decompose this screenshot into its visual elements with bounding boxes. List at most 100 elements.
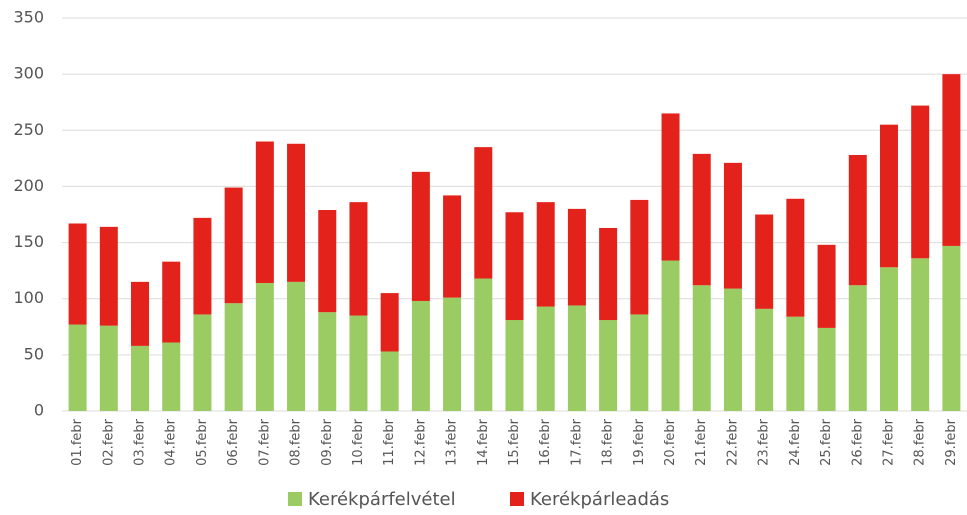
bar-segment bbox=[506, 212, 524, 320]
y-tick-label: 250 bbox=[13, 120, 44, 139]
bar-segment bbox=[287, 282, 305, 411]
y-tick-label: 350 bbox=[13, 8, 44, 27]
bar-segment bbox=[349, 316, 367, 411]
x-tick-label: 16.febr bbox=[538, 418, 553, 466]
bar-segment bbox=[849, 285, 867, 411]
x-tick-label: 15.febr bbox=[507, 418, 522, 466]
bar-segment bbox=[942, 246, 960, 411]
bar-segment bbox=[630, 314, 648, 411]
y-tick-label: 50 bbox=[24, 344, 44, 363]
bar-segment bbox=[162, 262, 180, 343]
bar-segment bbox=[474, 147, 492, 278]
bar-segment bbox=[162, 343, 180, 411]
bar-segment bbox=[786, 199, 804, 317]
bar-segment bbox=[443, 298, 461, 411]
x-tick-label: 18.febr bbox=[601, 418, 616, 466]
bar-segment bbox=[193, 314, 211, 411]
x-tick-label: 01.febr bbox=[70, 418, 85, 466]
x-tick-label: 21.febr bbox=[694, 418, 709, 466]
x-tick-label: 29.febr bbox=[944, 418, 959, 466]
bar-segment bbox=[818, 328, 836, 411]
y-tick-label: 0 bbox=[34, 401, 44, 420]
x-tick-label: 08.febr bbox=[289, 418, 304, 466]
x-tick-label: 20.febr bbox=[663, 418, 678, 466]
x-tick-label: 02.febr bbox=[101, 418, 116, 466]
x-tick-label: 26.febr bbox=[850, 418, 865, 466]
bar-segment bbox=[662, 113, 680, 260]
bar-segment bbox=[724, 163, 742, 289]
x-tick-label: 23.febr bbox=[757, 418, 772, 466]
y-tick-label: 300 bbox=[13, 64, 44, 83]
bar-segment bbox=[755, 215, 773, 309]
bar-segment bbox=[755, 309, 773, 411]
bar-segment bbox=[786, 317, 804, 411]
bar-segment bbox=[131, 282, 149, 346]
x-tick-label: 06.febr bbox=[226, 418, 241, 466]
bar-segment bbox=[599, 320, 617, 411]
bar-segment bbox=[256, 283, 274, 411]
bar-segment bbox=[693, 285, 711, 411]
bar-segment bbox=[568, 305, 586, 411]
legend-label: Kerékpárfelvétel bbox=[308, 489, 456, 510]
bar-segment bbox=[537, 307, 555, 411]
legend-swatch bbox=[288, 492, 302, 506]
bar-segment bbox=[724, 289, 742, 411]
x-tick-label: 24.febr bbox=[788, 418, 803, 466]
x-tick-label: 05.febr bbox=[195, 418, 210, 466]
bar-segment bbox=[69, 223, 87, 324]
x-tick-label: 22.febr bbox=[725, 418, 740, 466]
bar-segment bbox=[318, 312, 336, 411]
bar-segment bbox=[256, 142, 274, 283]
bar-segment bbox=[880, 125, 898, 268]
bar-segment bbox=[662, 261, 680, 411]
bar-segment bbox=[225, 303, 243, 411]
x-tick-label: 12.febr bbox=[413, 418, 428, 466]
x-tick-label: 13.febr bbox=[445, 418, 460, 466]
bar-segment bbox=[537, 202, 555, 306]
x-tick-label: 19.febr bbox=[632, 418, 647, 466]
bar-segment bbox=[318, 210, 336, 312]
bar-segment bbox=[880, 267, 898, 411]
x-tick-label: 14.febr bbox=[476, 418, 491, 466]
chart: 0 50 100 150 200 250 300 350 01.febr 02.febr 03.fe… bbox=[0, 0, 967, 515]
bar-segment bbox=[69, 325, 87, 411]
bar-segment bbox=[349, 202, 367, 315]
bar-segment bbox=[100, 326, 118, 411]
bar-segment bbox=[443, 195, 461, 297]
x-tick-label: 09.febr bbox=[320, 418, 335, 466]
bar-segment bbox=[506, 320, 524, 411]
bar-segment bbox=[225, 188, 243, 304]
bar-segment bbox=[568, 209, 586, 306]
legend-label: Kerékpárleadás bbox=[530, 489, 669, 510]
bar-segment bbox=[818, 245, 836, 328]
bar-segment bbox=[942, 74, 960, 246]
x-tick-label: 03.febr bbox=[133, 418, 148, 466]
x-tick-label: 27.febr bbox=[881, 418, 896, 466]
bar-segment bbox=[412, 172, 430, 301]
x-tick-label: 11.febr bbox=[382, 418, 397, 466]
bar-segment bbox=[849, 155, 867, 285]
bar-segment bbox=[287, 144, 305, 282]
x-tick-label: 25.febr bbox=[819, 418, 834, 466]
bar-segment bbox=[693, 154, 711, 285]
x-tick-label: 28.febr bbox=[913, 418, 928, 466]
bar-segment bbox=[630, 200, 648, 315]
y-tick-label: 150 bbox=[13, 232, 44, 251]
y-tick-label: 200 bbox=[13, 176, 44, 195]
x-tick-label: 17.febr bbox=[569, 418, 584, 466]
bar-segment bbox=[911, 106, 929, 259]
x-tick-label: 07.febr bbox=[257, 418, 272, 466]
bar-segment bbox=[911, 258, 929, 411]
legend-swatch bbox=[510, 492, 524, 506]
x-tick-label: 04.febr bbox=[164, 418, 179, 466]
bar-segment bbox=[474, 279, 492, 411]
bar-segment bbox=[381, 351, 399, 411]
bar-segment bbox=[100, 227, 118, 326]
bar-segment bbox=[412, 301, 430, 411]
bar-segment bbox=[193, 218, 211, 315]
y-tick-label: 100 bbox=[13, 288, 44, 307]
bar-segment bbox=[131, 346, 149, 411]
bar-segment bbox=[599, 228, 617, 320]
x-tick-label: 10.febr bbox=[351, 418, 366, 466]
bar-segment bbox=[381, 293, 399, 351]
